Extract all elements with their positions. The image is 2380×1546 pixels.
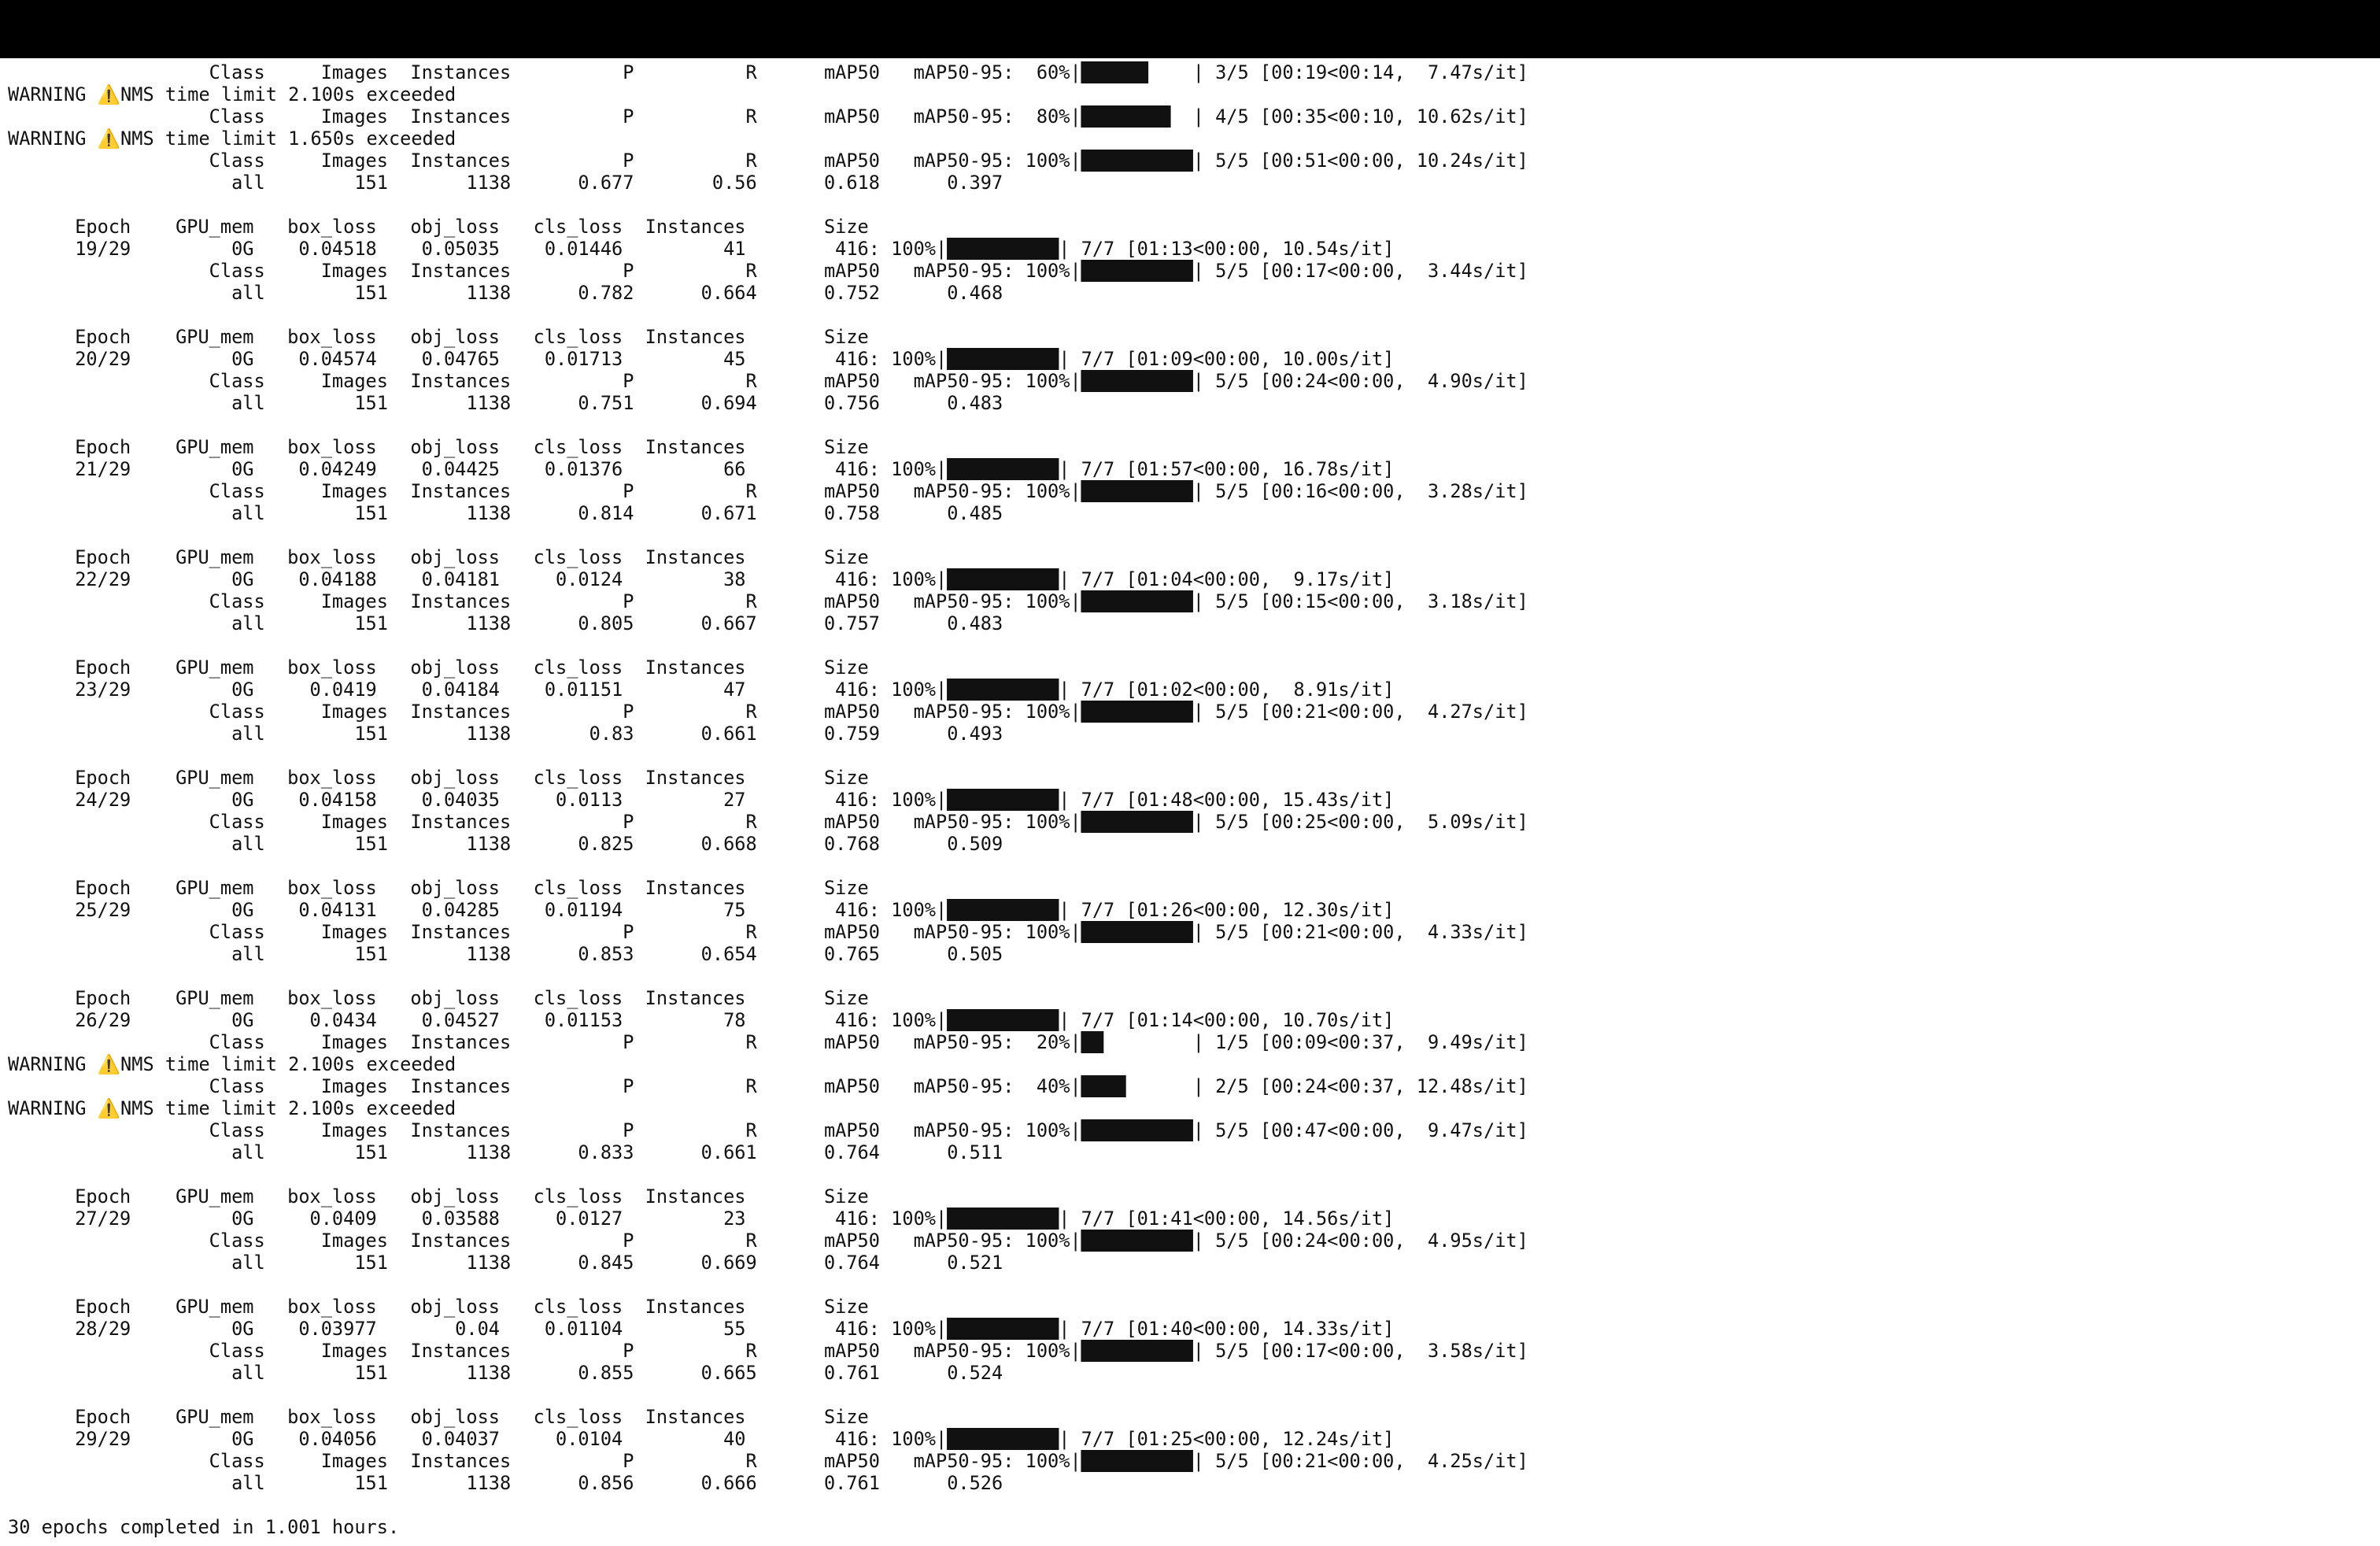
- output-line: 30 epochs completed in 1.001 hours.: [8, 1516, 400, 1538]
- output-line: 26/29 0G 0.0434 0.04527 0.01153 78 416: …: [8, 1009, 1395, 1031]
- warning-message: NMS time limit 2.100s exceeded: [120, 1097, 456, 1119]
- blank-line: [8, 524, 2369, 546]
- blank-line: [8, 634, 2369, 656]
- output-line: all 151 1138 0.83 0.661 0.759 0.493: [8, 723, 1003, 745]
- output-line: Class Images Instances P R mAP50 mAP50-9…: [8, 1075, 1528, 1097]
- output-line: Class Images Instances P R mAP50 mAP50-9…: [8, 480, 1528, 502]
- output-line: Class Images Instances P R mAP50 mAP50-9…: [8, 150, 1528, 172]
- terminal-output[interactable]: Class Images Instances P R mAP50 mAP50-9…: [8, 61, 2369, 1541]
- output-line: all 151 1138 0.825 0.668 0.768 0.509: [8, 833, 1003, 855]
- warning-line: WARNING ⚠️NMS time limit 2.100s exceeded: [8, 1053, 2369, 1075]
- output-line: 21/29 0G 0.04249 0.04425 0.01376 66 416:…: [8, 458, 1395, 480]
- output-line: Epoch GPU_mem box_loss obj_loss cls_loss…: [8, 436, 869, 458]
- output-line: 23/29 0G 0.0419 0.04184 0.01151 47 416: …: [8, 679, 1395, 701]
- output-line: all 151 1138 0.853 0.654 0.765 0.505: [8, 943, 1003, 965]
- output-line: Class Images Instances P R mAP50 mAP50-9…: [8, 61, 1528, 83]
- warning-triangle-icon: ⚠️: [97, 1053, 121, 1075]
- output-line: Class Images Instances P R mAP50 mAP50-9…: [8, 1450, 1528, 1472]
- output-line: all 151 1138 0.805 0.667 0.757 0.483: [8, 612, 1003, 634]
- output-line: 24/29 0G 0.04158 0.04035 0.0113 27 416: …: [8, 789, 1395, 811]
- warning-message: NMS time limit 2.100s exceeded: [120, 1053, 456, 1075]
- output-line: Epoch GPU_mem box_loss obj_loss cls_loss…: [8, 1296, 869, 1318]
- output-line: Class Images Instances P R mAP50 mAP50-9…: [8, 105, 1528, 128]
- output-line: Epoch GPU_mem box_loss obj_loss cls_loss…: [8, 546, 869, 568]
- output-line: Class Images Instances P R mAP50 mAP50-9…: [8, 701, 1528, 723]
- window-top-bar: [0, 0, 2380, 58]
- warning-triangle-icon: ⚠️: [97, 83, 121, 105]
- blank-line: [8, 1163, 2369, 1185]
- output-line: 28/29 0G 0.03977 0.04 0.01104 55 416: 10…: [8, 1318, 1395, 1340]
- blank-line: [8, 304, 2369, 326]
- output-line: Class Images Instances P R mAP50 mAP50-9…: [8, 1340, 1528, 1362]
- blank-line: [8, 194, 2369, 216]
- warning-line: WARNING ⚠️NMS time limit 2.100s exceeded: [8, 1097, 2369, 1119]
- warning-triangle-icon: ⚠️: [97, 128, 121, 150]
- warning-message: NMS time limit 2.100s exceeded: [120, 83, 456, 105]
- output-line: all 151 1138 0.751 0.694 0.756 0.483: [8, 392, 1003, 414]
- blank-line: [8, 965, 2369, 987]
- output-line: 27/29 0G 0.0409 0.03588 0.0127 23 416: 1…: [8, 1208, 1395, 1230]
- output-line: Epoch GPU_mem box_loss obj_loss cls_loss…: [8, 987, 869, 1009]
- output-line: Epoch GPU_mem box_loss obj_loss cls_loss…: [8, 1185, 869, 1208]
- output-line: all 151 1138 0.855 0.665 0.761 0.524: [8, 1362, 1003, 1384]
- output-line: Epoch GPU_mem box_loss obj_loss cls_loss…: [8, 877, 869, 899]
- output-line: all 151 1138 0.856 0.666 0.761 0.526: [8, 1472, 1003, 1494]
- warning-label: WARNING: [8, 1097, 98, 1119]
- output-line: all 151 1138 0.845 0.669 0.764 0.521: [8, 1252, 1003, 1274]
- blank-line: [8, 1494, 2369, 1516]
- warning-label: WARNING: [8, 1053, 98, 1075]
- warning-line: WARNING ⚠️NMS time limit 1.650s exceeded: [8, 128, 2369, 150]
- blank-line: [8, 855, 2369, 877]
- output-line: all 151 1138 0.677 0.56 0.618 0.397: [8, 172, 1003, 194]
- blank-line: [8, 1384, 2369, 1406]
- output-line: Epoch GPU_mem box_loss obj_loss cls_loss…: [8, 767, 869, 789]
- warning-label: WARNING: [8, 83, 98, 105]
- output-line: Class Images Instances P R mAP50 mAP50-9…: [8, 811, 1528, 833]
- output-line: all 151 1138 0.833 0.661 0.764 0.511: [8, 1141, 1003, 1163]
- output-line: Class Images Instances P R mAP50 mAP50-9…: [8, 1031, 1528, 1053]
- output-line: all 151 1138 0.782 0.664 0.752 0.468: [8, 282, 1003, 304]
- warning-line: WARNING ⚠️NMS time limit 2.100s exceeded: [8, 83, 2369, 105]
- blank-line: [8, 1274, 2369, 1296]
- output-line: Epoch GPU_mem box_loss obj_loss cls_loss…: [8, 216, 869, 238]
- output-line: Class Images Instances P R mAP50 mAP50-9…: [8, 260, 1528, 282]
- output-line: Epoch GPU_mem box_loss obj_loss cls_loss…: [8, 656, 869, 679]
- output-line: Epoch GPU_mem box_loss obj_loss cls_loss…: [8, 326, 869, 348]
- output-line: Class Images Instances P R mAP50 mAP50-9…: [8, 921, 1528, 943]
- output-line: Epoch GPU_mem box_loss obj_loss cls_loss…: [8, 1406, 869, 1428]
- output-line: all 151 1138 0.814 0.671 0.758 0.485: [8, 502, 1003, 524]
- output-line: 25/29 0G 0.04131 0.04285 0.01194 75 416:…: [8, 899, 1395, 921]
- warning-message: NMS time limit 1.650s exceeded: [120, 128, 456, 150]
- blank-line: [8, 745, 2369, 767]
- warning-triangle-icon: ⚠️: [97, 1097, 121, 1119]
- output-line: 20/29 0G 0.04574 0.04765 0.01713 45 416:…: [8, 348, 1395, 370]
- output-line: 29/29 0G 0.04056 0.04037 0.0104 40 416: …: [8, 1428, 1395, 1450]
- output-line: 22/29 0G 0.04188 0.04181 0.0124 38 416: …: [8, 568, 1395, 590]
- blank-line: [8, 414, 2369, 436]
- output-line: Class Images Instances P R mAP50 mAP50-9…: [8, 590, 1528, 612]
- output-line: 19/29 0G 0.04518 0.05035 0.01446 41 416:…: [8, 238, 1395, 260]
- output-line: Class Images Instances P R mAP50 mAP50-9…: [8, 1119, 1528, 1141]
- output-line: Class Images Instances P R mAP50 mAP50-9…: [8, 370, 1528, 392]
- output-line: Class Images Instances P R mAP50 mAP50-9…: [8, 1230, 1528, 1252]
- warning-label: WARNING: [8, 128, 98, 150]
